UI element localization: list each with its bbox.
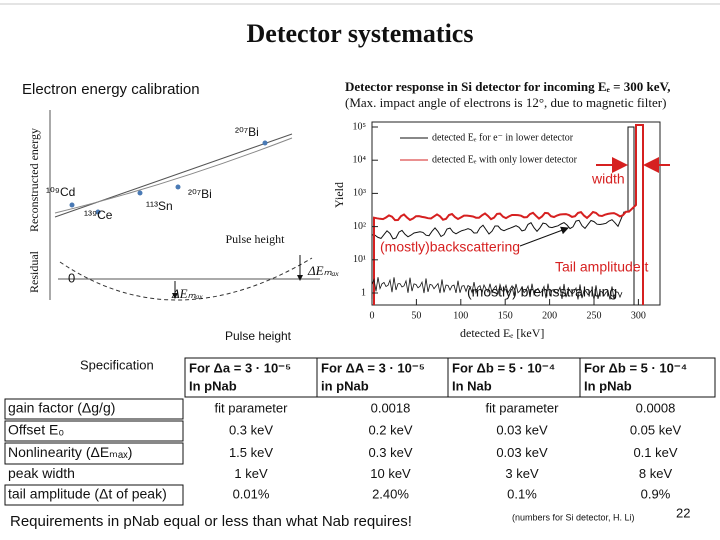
- isotope-label: ²⁰⁷Bi: [235, 125, 259, 139]
- cell-value: 2.40%: [372, 486, 409, 501]
- label-cell: [4, 484, 184, 506]
- arrow: [519, 226, 569, 247]
- plot-subtitle: (Max. impact angle of electrons is 12°, …: [345, 95, 666, 110]
- fit-curve: [54, 137, 293, 214]
- y-label: Reconstructed energy: [27, 128, 41, 232]
- cell-value: 1.5 keV: [229, 445, 273, 460]
- y-tick-label: 10²: [353, 221, 366, 232]
- label-cell: [4, 420, 184, 442]
- header-text: For Δb = 5 · 10⁻⁴: [584, 360, 687, 375]
- row-label: gain factor (Δg/g): [8, 400, 115, 416]
- cell-value: 0.03 keV: [496, 422, 548, 437]
- annotation: (mostly) bremsstrahlung: [467, 284, 617, 300]
- row-label: peak width: [8, 465, 75, 481]
- plot-frame: [371, 121, 661, 306]
- cell-value: fit parameter: [486, 400, 560, 415]
- header-text: For Δa = 3 · 10⁻⁵: [189, 360, 291, 375]
- x-label: Pulse height: [226, 232, 286, 246]
- calibration-point: [137, 190, 143, 196]
- header-text: For ΔA = 3 · 10⁻⁵: [321, 360, 425, 375]
- zero-label: 0: [68, 270, 75, 285]
- footer-note: Requirements in pNab equal or less than …: [10, 513, 412, 530]
- footer-credit: (numbers for Si detector, H. Li): [512, 512, 635, 522]
- row-label: tail amplitude (Δt of peak): [8, 486, 167, 502]
- calibration-point: [262, 140, 268, 146]
- calibration-point: [175, 184, 181, 190]
- y-tick-label: 10¹: [353, 254, 366, 265]
- label-cell: [4, 442, 184, 465]
- page-number: 22: [676, 505, 690, 520]
- x-tick-label: 50: [411, 310, 421, 321]
- delta-label: ΔEₘₐₓ: [307, 263, 339, 278]
- cell-value: 3 keV: [505, 466, 539, 481]
- slide-title: Detector systematics: [247, 19, 474, 48]
- isotope-label: ¹³⁹Ce: [84, 208, 113, 222]
- residual-curve: [59, 257, 313, 301]
- plot-title: Detector response in Si detector for inc…: [345, 79, 671, 94]
- cell-value: 0.3 keV: [368, 445, 412, 460]
- header-text: For Δb = 5 · 10⁻⁴: [452, 360, 555, 375]
- response-curve: [371, 126, 635, 305]
- cell-value: fit parameter: [215, 400, 289, 415]
- cell-value: 0.9%: [641, 486, 671, 501]
- header-text: In Nab: [452, 378, 492, 393]
- annotation: Tail amplitude t: [555, 259, 648, 275]
- isotope-label: ²⁰⁷Bi: [188, 187, 212, 201]
- cell-value: 0.0018: [371, 400, 411, 415]
- legend-label: detected Eₑ for e⁻ in lower detector: [432, 132, 574, 143]
- x-tick-label: 100: [453, 310, 468, 321]
- label-cell: [4, 398, 184, 420]
- y-label: Residual: [27, 250, 41, 293]
- cell-value: 0.01%: [233, 486, 270, 501]
- x-tick-label: 0: [370, 310, 375, 321]
- cell-value: 10 keV: [370, 466, 411, 481]
- calibration-heading: Electron energy calibration: [22, 81, 200, 98]
- table-label: Specification: [80, 357, 154, 372]
- delta-label: ΔEₘₐₓ: [171, 286, 203, 301]
- cell-value: 0.05 keV: [630, 422, 682, 437]
- calibration-point: [95, 209, 101, 215]
- calibration-point: [69, 202, 75, 208]
- row-label: Offset E₀: [8, 422, 64, 438]
- fit-line: [54, 133, 293, 218]
- x-tick-label: 200: [542, 310, 557, 321]
- curves: [371, 124, 644, 305]
- row-label: Nonlinearity (ΔEₘₐₓ): [8, 444, 132, 460]
- isotope-label: ¹¹³Sn: [146, 199, 173, 213]
- cell-value: 0.2 keV: [368, 422, 412, 437]
- cell-value: 1 keV: [234, 466, 268, 481]
- header-text: In pNab: [584, 378, 632, 393]
- y-label: Yield: [332, 182, 346, 208]
- x-label: Pulse height: [225, 329, 292, 343]
- cell-value: 8 keV: [639, 466, 673, 481]
- header-text: In pNab: [189, 378, 237, 393]
- bremsstrahlung-curve: [371, 277, 623, 300]
- y-tick-label: 10⁵: [353, 121, 367, 132]
- legend-label: detected Eₑ with only lower detector: [432, 154, 578, 165]
- cell-value: 0.3 keV: [229, 422, 273, 437]
- header-text: in pNab: [321, 378, 369, 393]
- isotope-label: ¹⁰⁹Cd: [46, 185, 75, 199]
- x-tick-label: 250: [587, 310, 602, 321]
- cell-value: 0.1%: [507, 486, 537, 501]
- y-tick-label: 10⁴: [353, 154, 367, 165]
- annotation: (mostly)backscattering: [380, 239, 520, 255]
- y-tick-label: 10³: [353, 188, 366, 199]
- annotation: width: [591, 171, 625, 187]
- y-tick-label: 1: [361, 287, 366, 298]
- cell-value: 0.03 keV: [496, 445, 548, 460]
- cell-value: 0.1 keV: [633, 445, 677, 460]
- header-cell: [579, 357, 716, 398]
- cell-value: 0.0008: [636, 400, 676, 415]
- x-label: detected Eₑ [keV]: [460, 326, 544, 340]
- response-curve: [373, 124, 644, 305]
- x-tick-label: 150: [498, 310, 513, 321]
- x-tick-label: 300: [631, 310, 646, 321]
